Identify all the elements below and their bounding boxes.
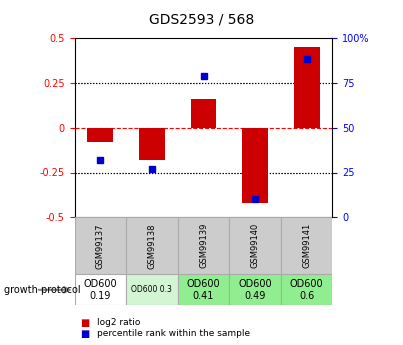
Bar bbox=[281, 274, 332, 305]
Bar bbox=[229, 274, 281, 305]
Text: GSM99140: GSM99140 bbox=[251, 223, 260, 268]
Text: ■: ■ bbox=[81, 318, 90, 327]
Text: OD600
0.6: OD600 0.6 bbox=[290, 279, 324, 300]
Bar bbox=[294, 47, 320, 128]
Bar bbox=[75, 274, 126, 305]
Bar bbox=[281, 217, 332, 274]
Text: OD600
0.19: OD600 0.19 bbox=[83, 279, 117, 300]
Bar bbox=[191, 99, 216, 128]
Bar bbox=[126, 274, 178, 305]
Text: ■: ■ bbox=[81, 329, 90, 338]
Text: log2 ratio: log2 ratio bbox=[97, 318, 140, 327]
Bar bbox=[229, 217, 281, 274]
Bar bbox=[242, 128, 268, 203]
Bar bbox=[126, 217, 178, 274]
Text: OD600
0.41: OD600 0.41 bbox=[187, 279, 220, 300]
Bar bbox=[178, 274, 229, 305]
Text: OD600 0.3: OD600 0.3 bbox=[131, 285, 172, 294]
Bar bbox=[139, 128, 165, 160]
Text: GDS2593 / 568: GDS2593 / 568 bbox=[149, 12, 254, 26]
Text: growth protocol: growth protocol bbox=[4, 286, 81, 295]
Bar bbox=[75, 217, 126, 274]
Text: OD600
0.49: OD600 0.49 bbox=[238, 279, 272, 300]
Text: percentile rank within the sample: percentile rank within the sample bbox=[97, 329, 250, 338]
Bar bbox=[178, 217, 229, 274]
Text: GSM99139: GSM99139 bbox=[199, 223, 208, 268]
Text: GSM99137: GSM99137 bbox=[96, 223, 105, 268]
Text: GSM99141: GSM99141 bbox=[302, 223, 311, 268]
Bar bbox=[87, 128, 113, 142]
Text: GSM99138: GSM99138 bbox=[147, 223, 156, 268]
